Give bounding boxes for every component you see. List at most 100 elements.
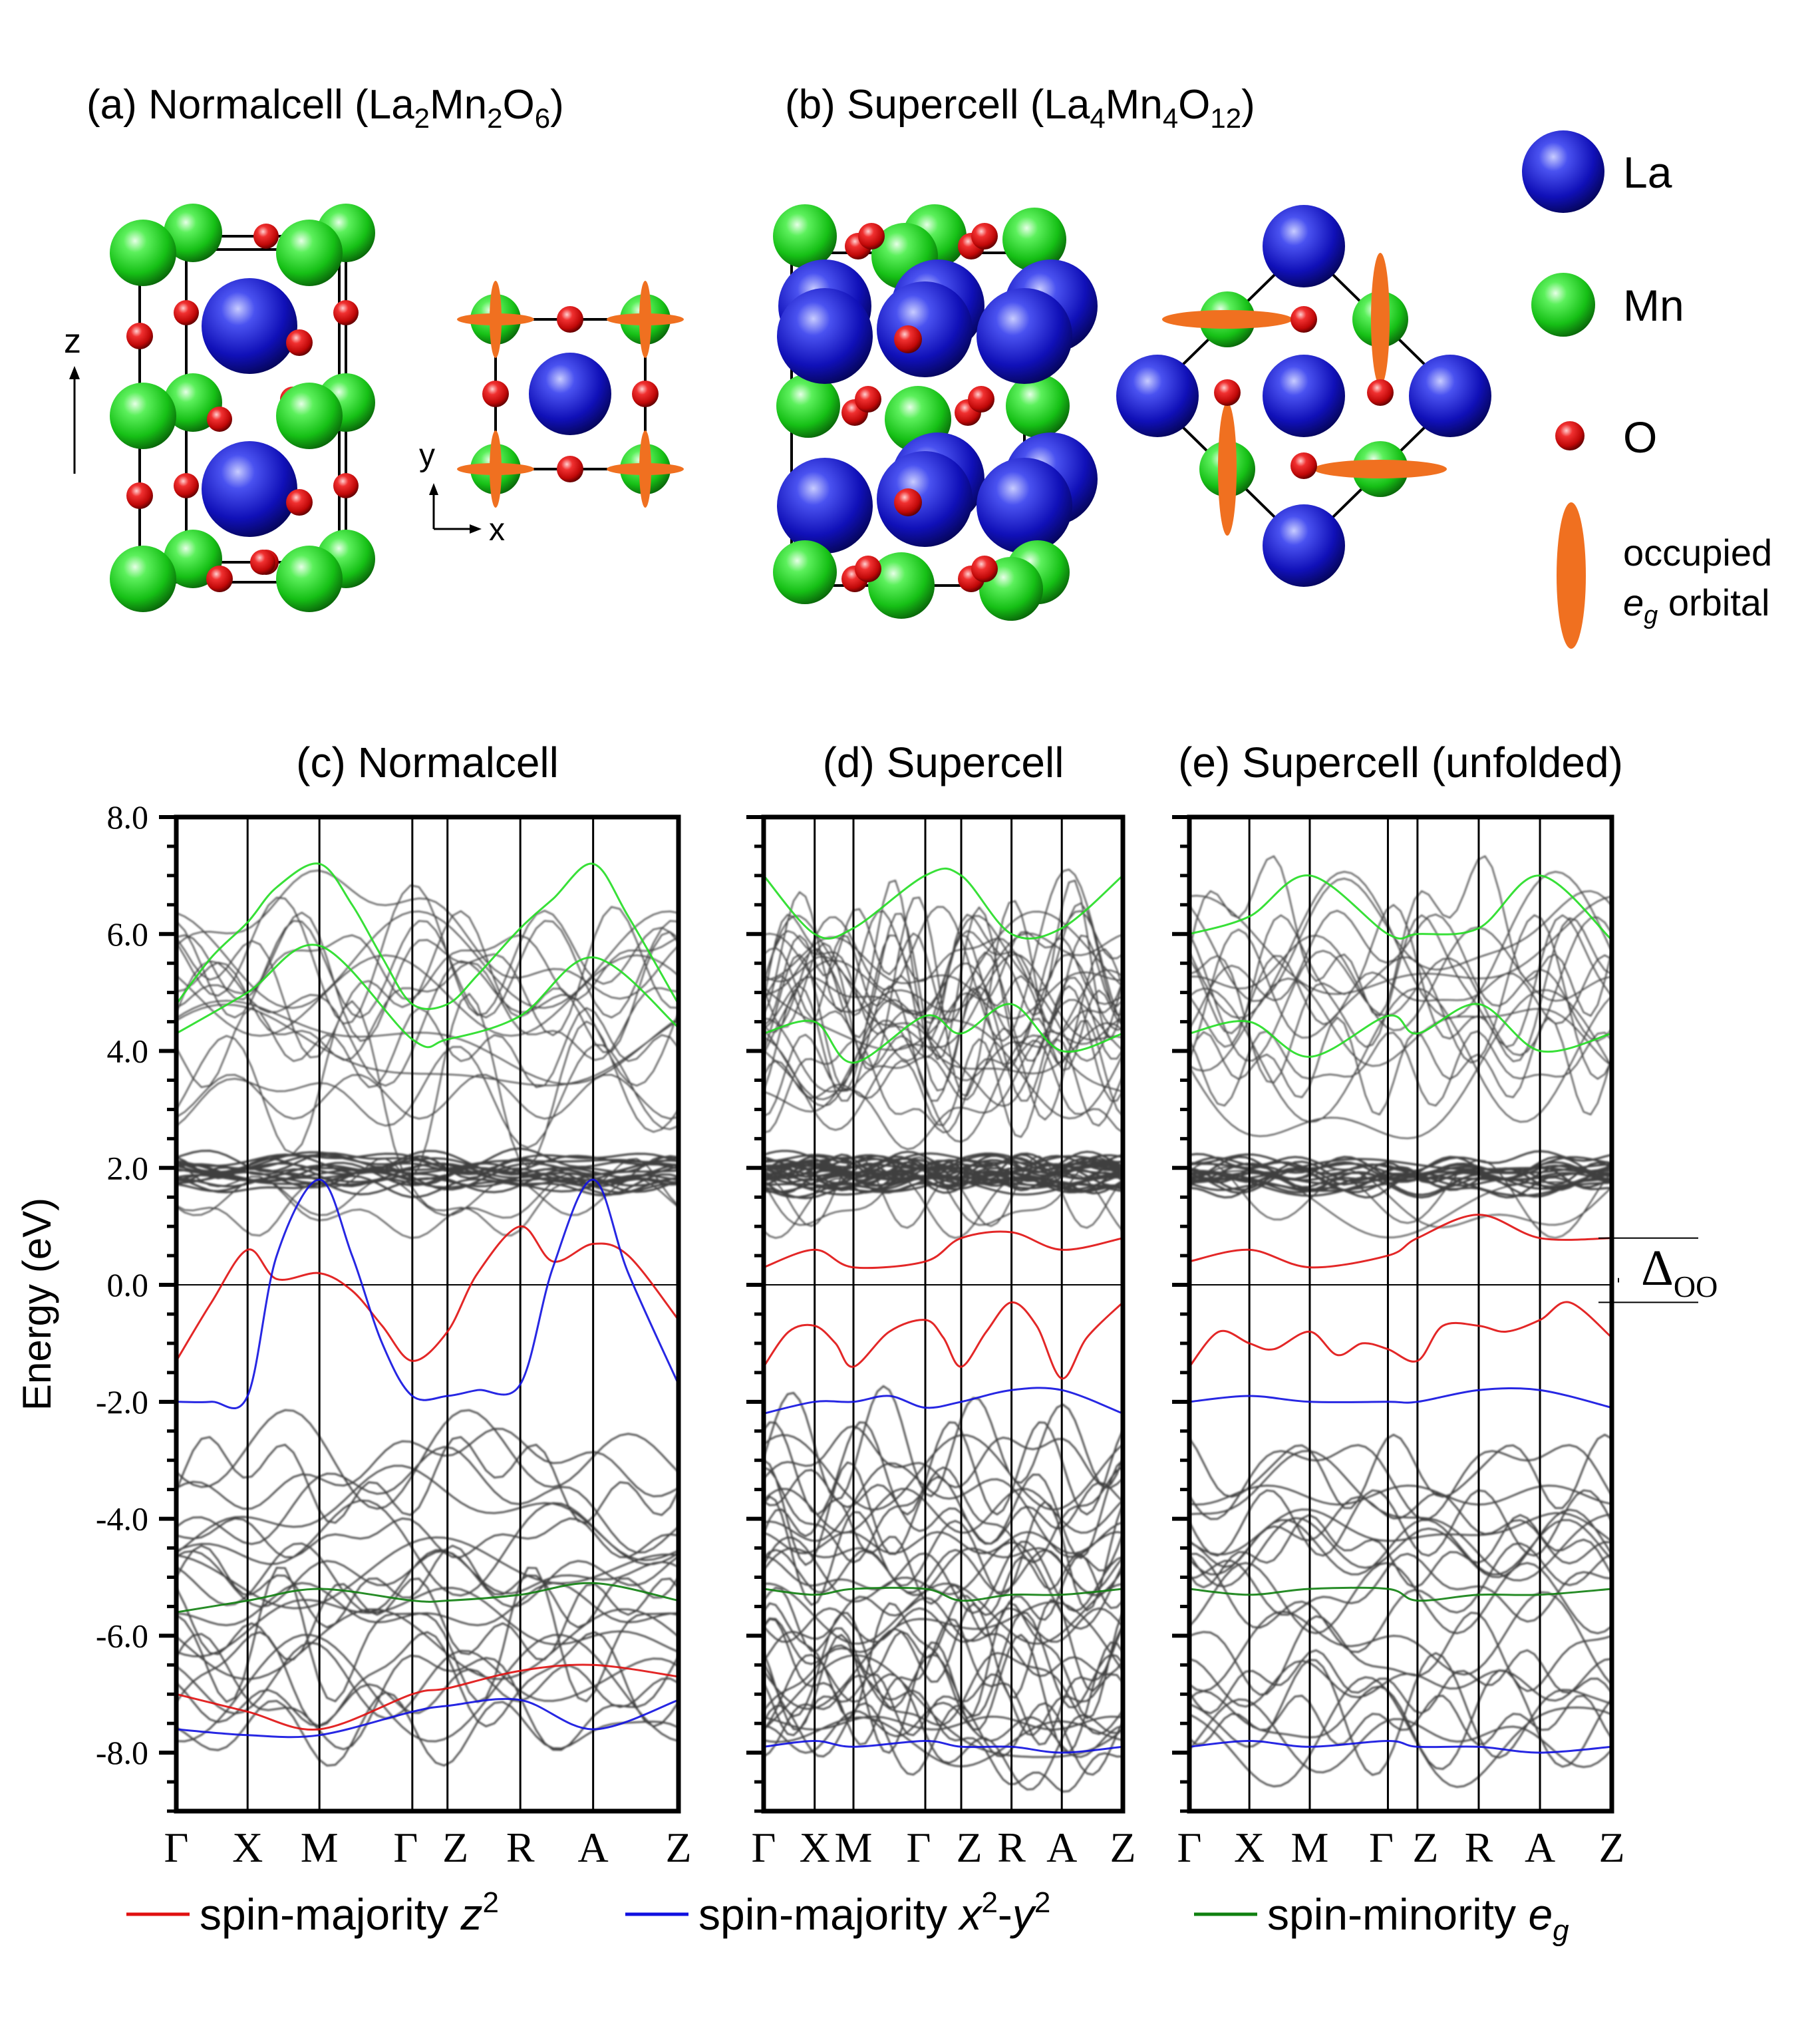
- mn-atom: [110, 546, 176, 612]
- mn-atom: [110, 383, 176, 449]
- y-tick-label: 6.0: [107, 916, 149, 953]
- band-line: [176, 1517, 679, 1558]
- series-line: [764, 1301, 1123, 1380]
- band-panel-title: (e) Supercell (unfolded): [1178, 739, 1623, 786]
- o-atom: [894, 488, 922, 516]
- band-line: [764, 936, 1123, 1019]
- band-line: [176, 1155, 679, 1180]
- k-point-label: A: [578, 1824, 609, 1871]
- band-line: [764, 953, 1123, 1131]
- o-atom: [1290, 452, 1317, 479]
- k-point-label: X: [800, 1824, 830, 1871]
- band-line: [1189, 1612, 1612, 1696]
- series-line: [764, 1586, 1123, 1602]
- k-point-label: A: [1525, 1824, 1555, 1871]
- series-line: [764, 1230, 1123, 1270]
- k-point-label: Z: [956, 1824, 982, 1871]
- o-atom: [482, 381, 509, 407]
- legend-orbital-line2: eg orbital: [1623, 582, 1769, 629]
- band-line: [764, 1462, 1123, 1558]
- band-line: [176, 960, 679, 1087]
- band-line: [176, 1178, 679, 1216]
- band-line: [764, 908, 1123, 1071]
- band-line: [1189, 1591, 1612, 1692]
- series-line: [176, 1225, 679, 1362]
- k-point-label: M: [301, 1824, 339, 1871]
- k-point-label: X: [232, 1824, 263, 1871]
- band-line: [764, 910, 1123, 1068]
- band-line: [764, 1019, 1123, 1121]
- legend-o-label: O: [1623, 413, 1657, 462]
- legend-orbital-line1: occupied: [1623, 532, 1772, 574]
- band-line: [764, 1459, 1123, 1566]
- band-line: [1189, 977, 1612, 1072]
- k-point-label: M: [835, 1824, 873, 1871]
- la-atom: [1116, 355, 1199, 437]
- band-line: [176, 1499, 679, 1597]
- bottom-legend: spin-majority z2 spin-majority x2-y2 spi…: [126, 1886, 1569, 1947]
- band-line: [1189, 895, 1612, 995]
- band-line: [1189, 1658, 1612, 1708]
- k-point-label: Γ: [752, 1824, 776, 1871]
- band-line: [764, 1150, 1123, 1174]
- band-line: [176, 1151, 679, 1175]
- band-structure-panels: (c) Normalcell 8.0 6.0 4.0 2.0 0.0 -2.0 -4.0 -6.…: [96, 739, 1718, 1871]
- band-line: [176, 1158, 679, 1237]
- band-line: [176, 1641, 679, 1719]
- band-line: [1189, 926, 1612, 1031]
- band-line: [176, 910, 679, 1059]
- k-point-label: Γ: [1369, 1824, 1394, 1871]
- mn-atom: [276, 383, 343, 449]
- plot-area: [1189, 817, 1612, 1811]
- series-line: [1189, 1586, 1612, 1602]
- band-line: [176, 1567, 679, 1703]
- band-line: [764, 1154, 1123, 1175]
- k-point-label: A: [1046, 1824, 1077, 1871]
- k-point-label: R: [506, 1824, 535, 1871]
- band-line: [176, 1409, 679, 1510]
- band-line: [1189, 1489, 1612, 1557]
- band-line: [764, 930, 1123, 1035]
- mn-atom: [773, 204, 837, 268]
- la-atom: [529, 353, 611, 435]
- o-atom: [126, 482, 153, 509]
- k-point-label: Z: [1598, 1824, 1624, 1871]
- band-line: [176, 1162, 679, 1176]
- legend-green-label: spin-minority eg: [1267, 1890, 1569, 1947]
- series-line: [764, 1739, 1123, 1754]
- band-line: [176, 1446, 679, 1554]
- x-axis-label: x: [489, 512, 505, 548]
- legend-orbital-symbol: [1557, 502, 1586, 649]
- series-line: [764, 1003, 1123, 1064]
- occupied-orbitals: [1162, 253, 1447, 536]
- legend-la-label: La: [1623, 148, 1672, 197]
- band-line: [764, 1498, 1123, 1636]
- gap-annotation: ΔOO: [1641, 1240, 1718, 1303]
- band-line: [764, 1174, 1123, 1239]
- band-line: [764, 1162, 1123, 1186]
- k-point-label: M: [1291, 1824, 1329, 1871]
- o-atom: [286, 489, 313, 516]
- y-tick-label: -2.0: [96, 1383, 148, 1421]
- band-line: [176, 1044, 679, 1148]
- panel-frame: [174, 814, 681, 1814]
- y-tick-label: 2.0: [107, 1149, 149, 1186]
- band-line: [176, 1464, 679, 1566]
- band-line: [764, 915, 1123, 1062]
- band-line: [1189, 914, 1612, 1048]
- band-line: [176, 1173, 679, 1198]
- o-atom: [971, 223, 998, 250]
- band-line: [764, 959, 1123, 1119]
- band-line: [764, 1596, 1123, 1677]
- gap-delta: Δ: [1641, 1240, 1674, 1296]
- series-line: [1189, 1003, 1612, 1058]
- normalcell-structure: z: [64, 204, 375, 612]
- la-atom: [1409, 355, 1491, 437]
- band-line: [764, 1172, 1123, 1190]
- k-point-label: Γ: [907, 1824, 931, 1871]
- band-line: [1189, 1166, 1612, 1228]
- band-line: [764, 955, 1123, 1081]
- la-atom: [777, 458, 873, 554]
- band-line: [764, 1385, 1123, 1500]
- o-atom: [968, 386, 994, 413]
